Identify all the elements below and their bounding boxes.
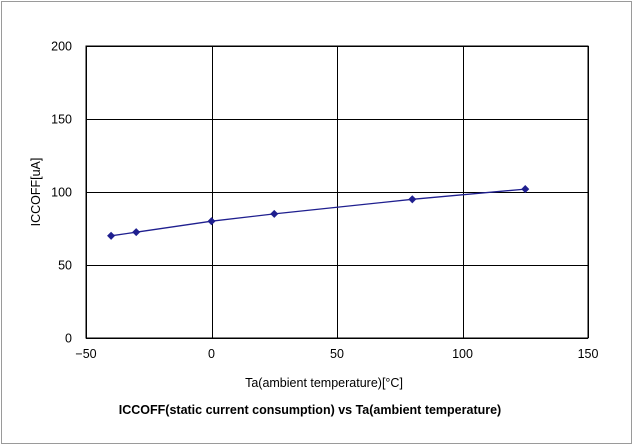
y-tick-label: 150: [51, 113, 72, 127]
y-tick-label: 50: [58, 259, 72, 273]
y-tick-label: 100: [51, 186, 72, 200]
data-point: [521, 185, 530, 194]
x-tick-labels: −50 0 50 100 150: [75, 347, 598, 361]
series-group: [107, 185, 530, 240]
data-point: [207, 217, 216, 226]
x-tick-label: 100: [452, 347, 473, 361]
x-tick-label: −50: [75, 347, 96, 361]
x-tick-label: 150: [578, 347, 599, 361]
y-axis-label: ICCOFF[uA]: [29, 158, 43, 227]
data-point: [270, 209, 279, 218]
x-axis-label: Ta(ambient temperature)[°C]: [245, 376, 403, 390]
y-tick-label: 200: [51, 40, 72, 54]
x-tick-label: 0: [208, 347, 215, 361]
grid-lines: [86, 46, 589, 339]
series-line: [111, 188, 526, 237]
x-tick-label: 50: [330, 347, 344, 361]
data-point: [408, 195, 417, 204]
y-tick-labels: 0 50 100 150 200: [51, 40, 72, 346]
y-tick-label: 0: [65, 332, 72, 346]
data-point: [107, 231, 116, 240]
plot-area: [85, 45, 589, 339]
chart-title: ICCOFF(static current consumption) vs Ta…: [119, 403, 501, 417]
data-point: [132, 228, 141, 237]
